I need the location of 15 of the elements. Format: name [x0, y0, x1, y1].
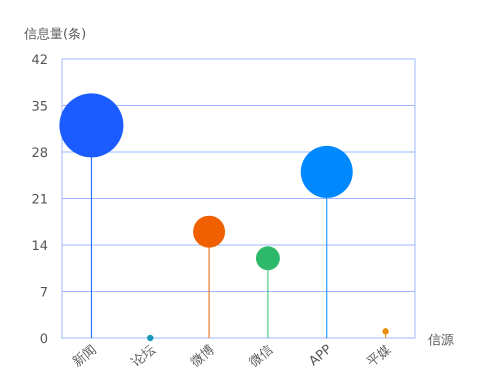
x-tick-label: 平媒	[364, 342, 394, 370]
y-tick-label: 35	[31, 100, 48, 114]
y-tick-label: 0	[40, 332, 48, 347]
y-tick-label: 7	[40, 286, 48, 300]
x-axis-title: 信源	[428, 333, 454, 348]
y-tick-label: 21	[31, 192, 48, 208]
y-tick-label: 14	[31, 239, 48, 254]
x-tick-label: 微博	[188, 342, 218, 370]
x-tick-label: 论坛	[128, 342, 158, 370]
x-tick-label: APP	[306, 342, 336, 370]
y-tick-label: 28	[31, 146, 48, 161]
x-tick-label: 微信	[246, 342, 276, 370]
y-tick-label: 42	[31, 53, 48, 68]
x-tick-label: 新闻	[70, 342, 100, 370]
y-axis-title: 信息量(条)	[24, 27, 86, 42]
